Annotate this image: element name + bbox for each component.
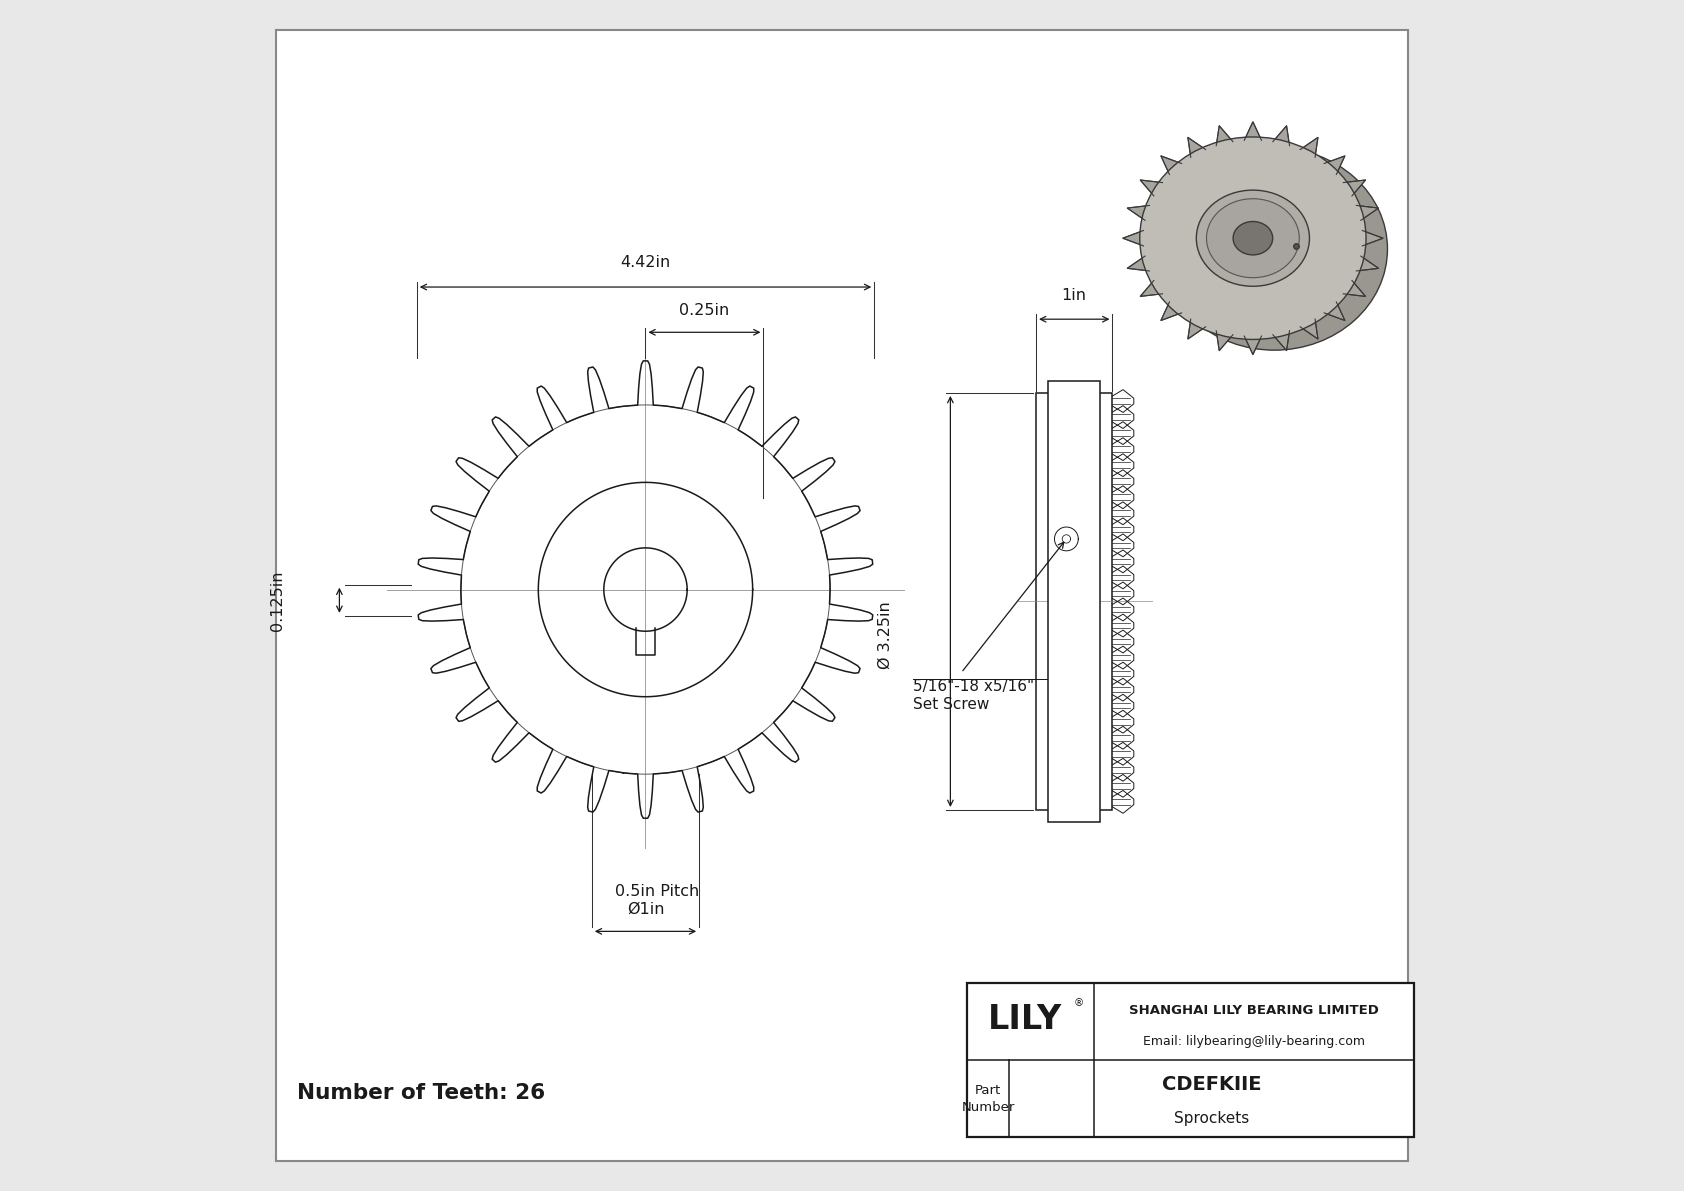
Polygon shape [1356, 256, 1379, 272]
Text: 0.125in: 0.125in [269, 570, 285, 630]
Polygon shape [1127, 205, 1150, 220]
Ellipse shape [1140, 137, 1366, 339]
Polygon shape [1160, 303, 1182, 320]
Polygon shape [1187, 137, 1206, 157]
Bar [967, 983, 1413, 1137]
Text: 5/16"-18 x5/16"
Set Screw: 5/16"-18 x5/16" Set Screw [913, 679, 1034, 712]
Text: Ø 3.25in: Ø 3.25in [877, 601, 893, 669]
FancyBboxPatch shape [276, 30, 1408, 1161]
Polygon shape [1244, 336, 1261, 355]
Polygon shape [1127, 256, 1150, 272]
Text: ®: ® [1074, 998, 1084, 1008]
Text: Sprockets: Sprockets [1174, 1111, 1250, 1127]
Polygon shape [1324, 156, 1346, 174]
Ellipse shape [1162, 148, 1388, 350]
Polygon shape [1140, 280, 1162, 297]
Ellipse shape [1140, 137, 1366, 339]
Polygon shape [1300, 319, 1319, 339]
Text: 0.25in: 0.25in [679, 303, 729, 318]
Polygon shape [1187, 319, 1206, 339]
Polygon shape [1273, 126, 1290, 145]
Polygon shape [1356, 205, 1379, 220]
Text: CDEFKIIE: CDEFKIIE [1162, 1075, 1261, 1095]
Text: Ø1in: Ø1in [626, 902, 663, 917]
Ellipse shape [1196, 191, 1310, 286]
Text: 1in: 1in [1061, 287, 1086, 303]
Text: Number of Teeth: 26: Number of Teeth: 26 [296, 1084, 544, 1103]
Polygon shape [1160, 156, 1182, 174]
Ellipse shape [1233, 222, 1273, 255]
Text: 4.42in: 4.42in [620, 255, 670, 270]
Polygon shape [1123, 231, 1143, 245]
Text: Part
Number: Part Number [962, 1084, 1015, 1114]
Polygon shape [1362, 231, 1383, 245]
Polygon shape [1244, 121, 1261, 141]
Polygon shape [1216, 331, 1233, 350]
Polygon shape [1344, 280, 1366, 297]
Polygon shape [1324, 303, 1346, 320]
Bar [1036, 393, 1113, 810]
Polygon shape [1216, 126, 1233, 145]
Polygon shape [1140, 180, 1162, 197]
Polygon shape [1300, 137, 1319, 157]
Text: SHANGHAI LILY BEARING LIMITED: SHANGHAI LILY BEARING LIMITED [1128, 1004, 1379, 1017]
Text: Email: lilybearing@lily-bearing.com: Email: lilybearing@lily-bearing.com [1143, 1035, 1366, 1048]
Ellipse shape [1206, 199, 1300, 278]
Polygon shape [1344, 180, 1366, 197]
Text: 0.5in Pitch: 0.5in Pitch [615, 884, 699, 899]
Polygon shape [1273, 331, 1290, 350]
Bar [1047, 381, 1100, 822]
Text: LILY: LILY [987, 1003, 1063, 1036]
